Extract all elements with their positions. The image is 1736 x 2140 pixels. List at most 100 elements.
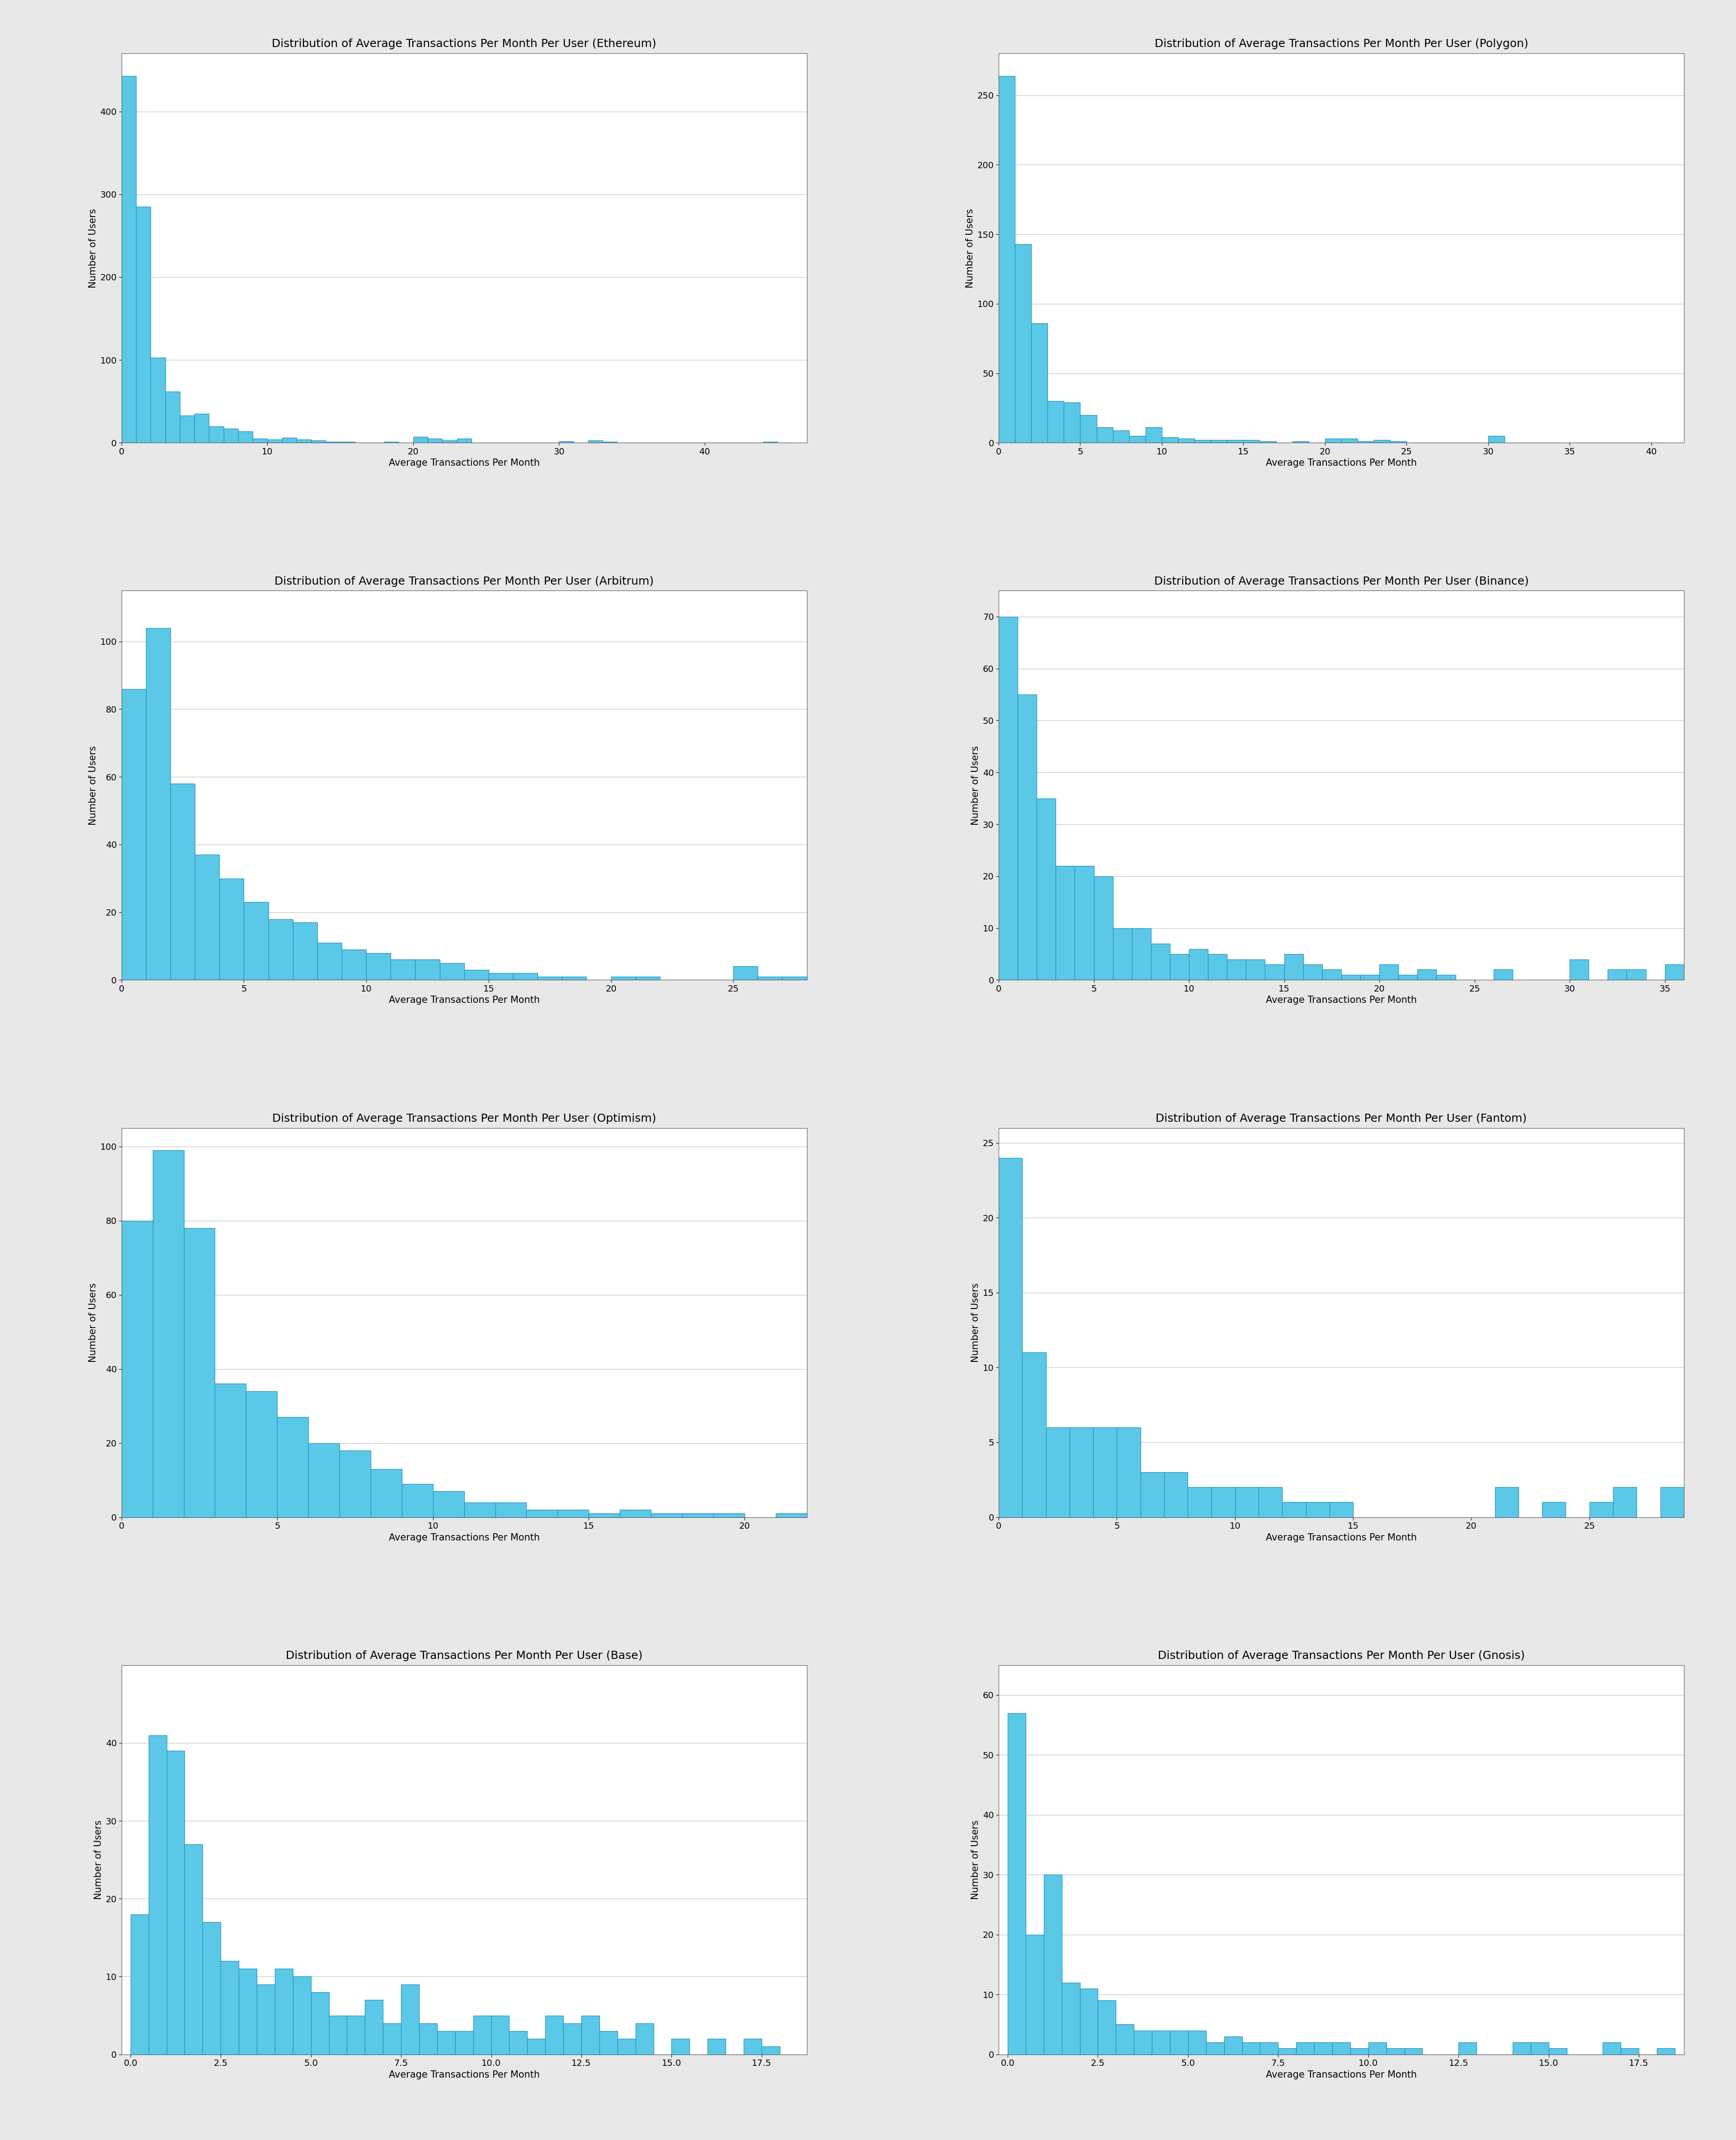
Bar (783, 976, 807, 980)
Bar (224, 428, 238, 443)
Bar (418, 2022, 437, 2054)
Bar (194, 413, 208, 443)
Bar (1297, 2042, 1314, 2054)
Y-axis label: Number of Users: Number of Users (970, 1282, 981, 1363)
Bar (1055, 867, 1075, 980)
Bar (1542, 1502, 1566, 1517)
Bar (340, 1451, 372, 1517)
Bar (281, 439, 297, 443)
Bar (1194, 441, 1210, 443)
Bar (311, 441, 326, 443)
Bar (146, 627, 170, 980)
Bar (1208, 954, 1227, 980)
Bar (1323, 969, 1342, 980)
Bar (1062, 1982, 1080, 2054)
Bar (1116, 2024, 1134, 2054)
Bar (274, 1969, 293, 2054)
Bar (1285, 954, 1304, 980)
Bar (391, 959, 415, 980)
Title: Distribution of Average Transactions Per Month Per User (Ethereum): Distribution of Average Transactions Per… (273, 39, 656, 49)
Y-axis label: Number of Users: Number of Users (965, 208, 974, 289)
Bar (1332, 2042, 1351, 2054)
Bar (1097, 2001, 1116, 2054)
Bar (618, 2039, 635, 2054)
Bar (238, 430, 253, 443)
Bar (620, 1511, 651, 1517)
Bar (413, 437, 427, 443)
Bar (998, 75, 1016, 443)
Bar (998, 1158, 1023, 1517)
Bar (194, 854, 219, 980)
Bar (1314, 2042, 1332, 2054)
Bar (1278, 2048, 1297, 2054)
Bar (635, 2022, 653, 2054)
Title: Distribution of Average Transactions Per Month Per User (Fantom): Distribution of Average Transactions Per… (1156, 1113, 1528, 1124)
Bar (491, 2016, 509, 2054)
Title: Distribution of Average Transactions Per Month Per User (Binance): Distribution of Average Transactions Per… (1154, 576, 1529, 586)
Bar (257, 1984, 274, 2054)
Bar (1097, 428, 1113, 443)
Bar (1399, 976, 1417, 980)
Bar (1361, 976, 1380, 980)
Bar (401, 1984, 418, 2054)
Bar (1007, 1712, 1026, 2054)
Bar (1113, 430, 1128, 443)
Bar (253, 439, 267, 443)
Bar (682, 1513, 713, 1517)
Bar (427, 439, 443, 443)
Bar (455, 2031, 474, 2054)
Bar (149, 1736, 167, 2054)
Bar (309, 1442, 340, 1517)
Bar (1436, 976, 1455, 980)
Bar (1116, 1427, 1141, 1517)
Bar (1094, 875, 1113, 980)
Bar (1141, 1472, 1165, 1517)
Bar (635, 976, 660, 980)
Bar (208, 426, 224, 443)
Bar (1069, 1427, 1094, 1517)
Bar (1660, 1487, 1684, 1517)
Bar (1151, 944, 1170, 980)
Bar (1224, 2037, 1241, 2054)
Bar (1613, 1487, 1637, 1517)
Bar (415, 959, 439, 980)
Bar (1043, 1875, 1062, 2054)
Bar (1080, 415, 1097, 443)
Bar (464, 1502, 495, 1517)
Bar (1656, 2048, 1675, 2054)
Bar (1373, 441, 1391, 443)
Bar (372, 1468, 401, 1517)
Bar (1210, 441, 1227, 443)
Bar (1189, 948, 1208, 980)
Bar (122, 75, 135, 443)
Bar (1045, 1427, 1069, 1517)
Bar (514, 974, 538, 980)
Bar (1266, 965, 1285, 980)
X-axis label: Average Transactions Per Month: Average Transactions Per Month (1266, 458, 1417, 469)
Bar (1243, 441, 1260, 443)
Bar (1325, 439, 1342, 443)
Bar (130, 1915, 149, 2054)
Bar (311, 1992, 328, 2054)
Bar (401, 1483, 432, 1517)
Bar (170, 783, 194, 980)
Bar (318, 944, 342, 980)
X-axis label: Average Transactions Per Month: Average Transactions Per Month (389, 1532, 540, 1543)
Bar (1417, 969, 1436, 980)
Bar (135, 208, 151, 443)
Bar (1170, 2031, 1187, 2054)
Bar (457, 439, 472, 443)
Bar (1212, 1487, 1234, 1517)
Bar (1458, 2042, 1477, 2054)
Bar (1128, 437, 1146, 443)
Bar (240, 1969, 257, 2054)
Bar (1134, 2031, 1153, 2054)
Bar (122, 1220, 153, 1517)
Bar (495, 1502, 526, 1517)
Bar (759, 976, 783, 980)
Bar (1031, 323, 1047, 443)
Bar (589, 1513, 620, 1517)
Bar (184, 1228, 215, 1517)
Bar (1080, 1988, 1097, 2054)
Bar (1227, 441, 1243, 443)
